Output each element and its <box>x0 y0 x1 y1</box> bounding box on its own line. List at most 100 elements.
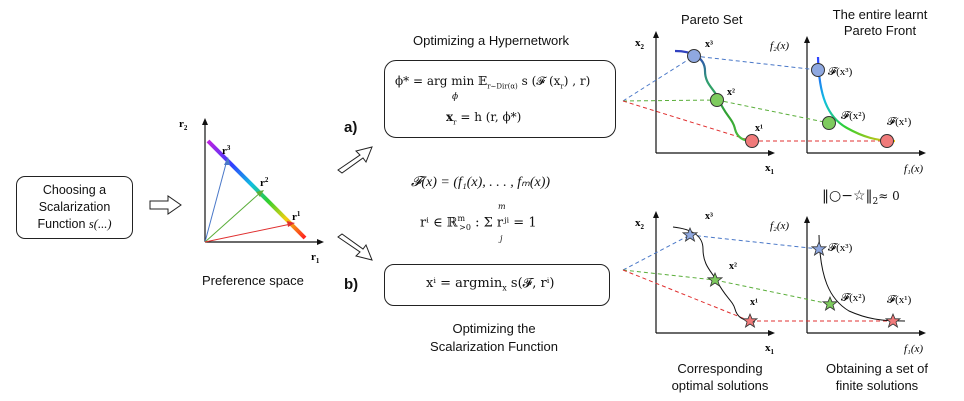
scalarization-equation-box <box>384 264 610 306</box>
bottom-front-star-x3 <box>810 240 828 256</box>
ray-r2 <box>204 191 262 243</box>
top-f3pt-label: 𝓕(x³) <box>828 66 853 78</box>
pref-axis-y-label: r2 <box>179 118 188 132</box>
bottom-front-star-x1 <box>884 312 902 328</box>
pref-def-rhs: : Σ rʲⁱ = 1 <box>475 215 537 231</box>
branch-a-label: a) <box>344 119 358 136</box>
eq2-x: x <box>446 110 454 124</box>
scalarization-box: Choosing a Scalarization Function s(...) <box>16 176 133 239</box>
branch-b-title-line2: Scalarization Function <box>430 339 558 354</box>
bottom-f2-label: f₂(x) <box>770 220 789 232</box>
front-point-x1 <box>880 134 894 148</box>
caption-left-line1: Corresponding <box>677 361 763 376</box>
norm-sub: 2 <box>872 196 879 207</box>
bottom-front-curve <box>818 234 906 322</box>
eq1-lhs: ϕ* = arg min <box>395 74 475 88</box>
bottom-f3pt-label: 𝓕(x³) <box>828 242 853 254</box>
set-point-x2 <box>710 93 724 107</box>
bottom-panels-plot: x2 x1 f₂(x) f₁(x) x³ x² x¹ 𝓕(x³) 𝓕(x²) 𝓕… <box>622 211 926 356</box>
bottom-f1-label: f₁(x) <box>904 343 923 355</box>
preference-definition: rⁱ ∈ ℝm>0 : Σ rʲⁱ = 1 <box>420 214 537 232</box>
pref-def-lhs: rⁱ ∈ ℝ <box>420 215 458 231</box>
caption-right-line1: Obtaining a set of <box>826 361 928 376</box>
caption-optimal-solutions: Corresponding optimal solutions <box>650 360 790 394</box>
hypernetwork-eq2: xr = h (r, ϕ*) <box>446 110 521 126</box>
eq1-exp: 𝔼 <box>478 74 488 88</box>
arrow-to-preference <box>149 195 182 215</box>
branch-b-title-line1: Optimizing the <box>452 321 536 336</box>
branch-a-title: Optimizing a Hypernetwork <box>413 33 570 48</box>
top-f1pt-label: 𝓕(x¹) <box>887 116 912 128</box>
top-f2pt-label: 𝓕(x²) <box>841 110 866 122</box>
eq1-rhs-sub: r <box>560 82 564 91</box>
pref-sum-top: m <box>498 202 506 211</box>
ray-r1 <box>204 223 292 243</box>
norm-rhs: ≈ 0 <box>878 189 900 203</box>
caption-left-line2: optimal solutions <box>671 378 769 393</box>
caption-finite-solutions: Obtaining a set of finite solutions <box>802 360 952 394</box>
bottom-set-star-x2 <box>706 271 724 287</box>
pref-def-sup: m <box>457 214 466 223</box>
scalarization-line1: Choosing a <box>42 183 107 197</box>
eq1-rhs-end: ) , r) <box>563 74 591 88</box>
top-x3-label: x³ <box>705 39 713 50</box>
scal-eq-lhs: xⁱ = argmin <box>426 276 503 291</box>
scal-eq-sub: x <box>502 283 507 293</box>
pref-sum-bot: j <box>500 234 503 243</box>
pareto-front-curve <box>816 56 896 143</box>
arrow-branch-b <box>337 233 373 261</box>
pareto-set-title: Pareto Set <box>681 12 743 27</box>
ray-r1-label: r1 <box>292 210 301 223</box>
scal-eq-rhs: s(𝓕, rⁱ) <box>506 276 555 291</box>
ray-r3 <box>204 159 228 243</box>
ray-r2-label: r2 <box>260 176 269 189</box>
top-f2-label: f₂(x) <box>770 40 789 52</box>
set-point-x3 <box>687 49 701 63</box>
scalarization-line3: Function <box>37 217 89 231</box>
preference-space-plot: r2 r1 r3 r2 r1 <box>179 118 324 265</box>
top-x1pt-label: x¹ <box>755 123 763 134</box>
front-point-x2 <box>822 116 836 130</box>
top-x1-label: x1 <box>765 162 775 176</box>
top-panels-plot: x2 x1 f₂(x) f₁(x) x³ x² x¹ 𝓕(x³) 𝓕(x²) 𝓕… <box>622 31 926 176</box>
eq2-sub: r <box>453 118 457 127</box>
bottom-x1-label: x1 <box>765 342 775 356</box>
scalarization-fn: s(...) <box>88 217 112 231</box>
top-x2pt-label: x² <box>727 87 735 98</box>
top-x2-label: x2 <box>635 37 645 51</box>
hypernetwork-eq1: ϕ* = arg min 𝔼r∼Dir(α) s (𝓕 (xr) , r) <box>395 74 590 90</box>
bottom-x1pt-label: x¹ <box>750 297 758 308</box>
eq1-argmin-sub: ϕ <box>452 92 459 102</box>
top-f1-label: f₁(x) <box>904 163 923 175</box>
bottom-f1pt-label: 𝓕(x¹) <box>887 294 912 306</box>
objective-definition: 𝓕(x) = (f₁(x), . . . , fₘ(x)) <box>411 175 551 190</box>
front-title-line2: Pareto Front <box>843 23 917 38</box>
pareto-front-title: The entire learnt Pareto Front <box>818 7 942 39</box>
bottom-x2pt-label: x² <box>729 261 737 272</box>
hypernetwork-equation-box <box>384 60 616 138</box>
set-point-x1 <box>745 134 759 148</box>
front-title-line1: The entire learnt <box>832 7 928 22</box>
branch-b-title: Optimizing the Scalarization Function <box>410 320 578 356</box>
pref-def-sub: >0 <box>459 222 471 232</box>
ray-r3-label: r3 <box>222 144 231 157</box>
eq1-exp-sub: r∼Dir(α) <box>487 82 518 91</box>
norm-expr: ‖○−☆‖ <box>822 188 873 204</box>
pref-axis-x-label: r1 <box>311 251 320 265</box>
bottom-f2pt-label: 𝓕(x²) <box>841 292 866 304</box>
caption-right-line2: finite solutions <box>835 378 919 393</box>
eq2-rhs: = h (r, ϕ*) <box>456 110 522 124</box>
front-point-x3 <box>811 63 825 77</box>
bottom-set-star-x1 <box>741 312 759 328</box>
preference-space-caption: Preference space <box>202 273 304 288</box>
bottom-x2-label: x2 <box>635 217 645 231</box>
scalarization-eq: xⁱ = argminx s(𝓕, rⁱ) <box>426 276 554 293</box>
eq1-rhs: s (𝓕 (x <box>521 74 561 88</box>
bottom-front-star-x2 <box>821 295 839 311</box>
branch-b-label: b) <box>344 276 359 293</box>
bottom-x3pt-label: x³ <box>705 211 713 222</box>
arrow-branch-a <box>337 146 373 174</box>
scalarization-line2: Scalarization <box>38 200 111 214</box>
norm-annotation: ‖○−☆‖2≈ 0 <box>822 188 900 207</box>
bottom-set-star-x3 <box>681 226 699 242</box>
